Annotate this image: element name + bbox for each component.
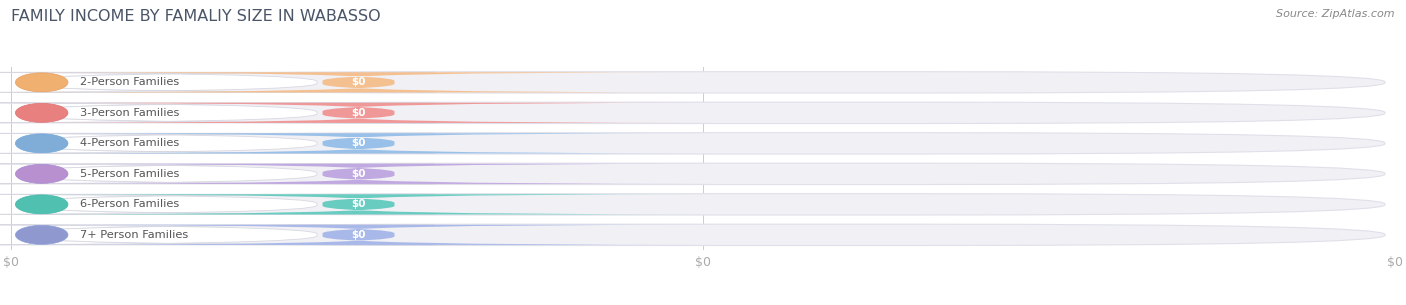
Text: 3-Person Families: 3-Person Families <box>80 108 180 118</box>
Text: FAMILY INCOME BY FAMALIY SIZE IN WABASSO: FAMILY INCOME BY FAMALIY SIZE IN WABASSO <box>11 9 381 24</box>
Ellipse shape <box>15 73 67 92</box>
FancyBboxPatch shape <box>18 133 1385 154</box>
FancyBboxPatch shape <box>7 133 710 153</box>
Text: 2-Person Families: 2-Person Families <box>80 77 180 87</box>
Ellipse shape <box>15 134 67 153</box>
Ellipse shape <box>15 195 67 214</box>
Text: 6-Person Families: 6-Person Families <box>80 199 180 209</box>
Text: $0: $0 <box>352 230 366 240</box>
FancyBboxPatch shape <box>18 102 1385 124</box>
FancyBboxPatch shape <box>0 164 434 184</box>
FancyBboxPatch shape <box>0 194 434 214</box>
FancyBboxPatch shape <box>0 72 434 92</box>
Text: 7+ Person Families: 7+ Person Families <box>80 230 188 240</box>
FancyBboxPatch shape <box>7 225 710 245</box>
Text: 4-Person Families: 4-Person Families <box>80 138 180 148</box>
Text: $0: $0 <box>352 77 366 87</box>
FancyBboxPatch shape <box>7 164 710 184</box>
FancyBboxPatch shape <box>7 194 710 214</box>
FancyBboxPatch shape <box>18 163 1385 185</box>
Text: $0: $0 <box>352 108 366 118</box>
Text: Source: ZipAtlas.com: Source: ZipAtlas.com <box>1277 9 1395 19</box>
FancyBboxPatch shape <box>18 224 1385 246</box>
FancyBboxPatch shape <box>18 194 1385 215</box>
Ellipse shape <box>15 103 67 122</box>
FancyBboxPatch shape <box>0 103 434 123</box>
FancyBboxPatch shape <box>0 225 434 245</box>
Text: $0: $0 <box>352 199 366 209</box>
Ellipse shape <box>15 164 67 183</box>
FancyBboxPatch shape <box>18 72 1385 93</box>
Ellipse shape <box>15 225 67 244</box>
FancyBboxPatch shape <box>7 72 710 92</box>
Text: $0: $0 <box>352 138 366 148</box>
Text: 5-Person Families: 5-Person Families <box>80 169 180 179</box>
FancyBboxPatch shape <box>0 133 434 153</box>
FancyBboxPatch shape <box>7 103 710 123</box>
Text: $0: $0 <box>352 169 366 179</box>
